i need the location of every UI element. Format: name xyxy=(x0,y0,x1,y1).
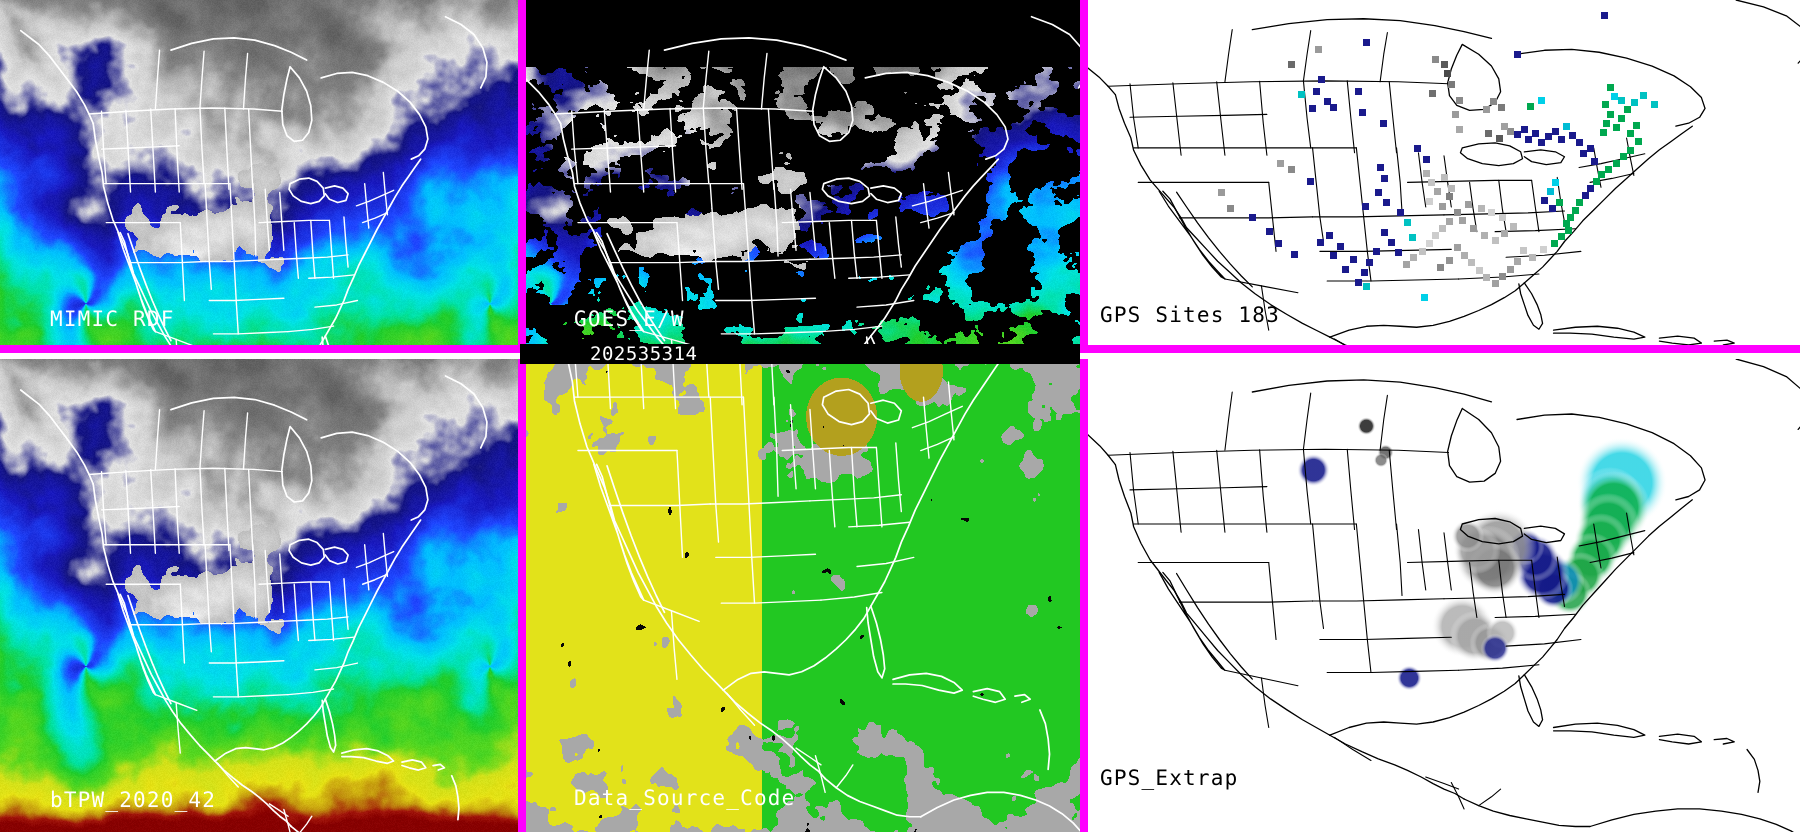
mimic-rdf-field xyxy=(0,0,518,345)
separator-vertical-left-bottom xyxy=(518,359,526,832)
timestamp-text: 202535314 xyxy=(590,343,698,365)
gps-sites-map xyxy=(1088,0,1800,345)
panel-mimic-rdf[interactable]: MIMIC RDF xyxy=(0,0,518,345)
timestamp-strip: 202535314 xyxy=(520,343,1080,365)
panel-gps-extrap[interactable]: GPS_Extrap xyxy=(1088,359,1800,832)
separator-vertical-right-bottom xyxy=(1080,359,1088,832)
separator-vertical-right-top xyxy=(1080,0,1088,345)
btpw-field xyxy=(0,359,518,832)
data-source-code-map xyxy=(526,359,1080,832)
panel-gps-sites[interactable]: GPS Sites 183 xyxy=(1088,0,1800,345)
panel-data-source-code[interactable]: Data_Source_Code xyxy=(526,359,1080,832)
goes-ew-field xyxy=(526,0,1080,345)
panel-goes-ew[interactable]: GOES_E/W xyxy=(526,0,1080,345)
panel-btpw[interactable]: bTPW_2020_42 xyxy=(0,359,518,832)
separator-vertical-left-top xyxy=(518,0,526,345)
gps-extrap-map xyxy=(1088,359,1800,832)
